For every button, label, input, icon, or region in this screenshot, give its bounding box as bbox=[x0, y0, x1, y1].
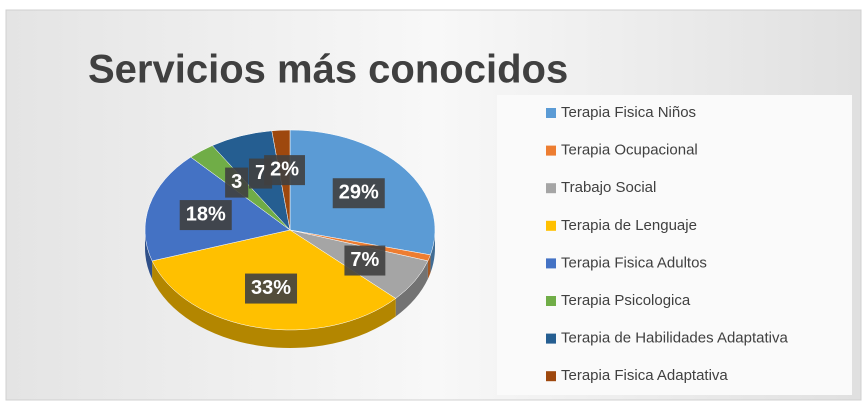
legend-swatch bbox=[546, 108, 556, 118]
legend-swatch bbox=[546, 258, 556, 269]
pie-side bbox=[152, 260, 396, 348]
data-label-box bbox=[264, 155, 305, 186]
legend-label: Terapia de Habilidades Adaptativa bbox=[561, 330, 788, 347]
legend-label: Terapia Fisica Adaptativa bbox=[561, 367, 728, 384]
pie-side bbox=[145, 230, 153, 279]
data-label: 3 bbox=[231, 171, 242, 193]
data-label-box bbox=[245, 273, 298, 304]
data-label: 7 bbox=[255, 162, 266, 184]
pie-side bbox=[427, 254, 431, 279]
data-label-box bbox=[179, 200, 232, 231]
data-label: 18% bbox=[186, 203, 226, 225]
legend-swatch bbox=[546, 145, 556, 156]
legend-box bbox=[497, 95, 852, 395]
data-label: 33% bbox=[251, 277, 291, 299]
legend-swatch bbox=[546, 220, 556, 231]
data-label-box bbox=[225, 167, 249, 198]
legend-label: Terapia Psicologica bbox=[561, 292, 691, 309]
legend-label: Terapia Fisica Adultos bbox=[561, 254, 707, 271]
data-label: 29% bbox=[339, 182, 379, 204]
data-label-box bbox=[332, 178, 385, 209]
data-label: 7% bbox=[350, 249, 379, 271]
legend-swatch bbox=[546, 183, 556, 194]
legend-label: Terapia Fisica Niños bbox=[561, 104, 696, 121]
legend-label: Terapia de Lenguaje bbox=[561, 217, 697, 234]
legend-swatch bbox=[546, 333, 556, 344]
data-label: 2% bbox=[270, 158, 299, 180]
legend-swatch bbox=[546, 296, 556, 306]
chart-title: Servicios más conocidos bbox=[88, 48, 568, 92]
data-label-box bbox=[344, 245, 386, 276]
legend-label: Terapia Ocupacional bbox=[561, 142, 698, 159]
legend-swatch bbox=[546, 371, 556, 382]
legend-label: Trabajo Social bbox=[561, 179, 656, 196]
pie-side bbox=[430, 230, 435, 273]
